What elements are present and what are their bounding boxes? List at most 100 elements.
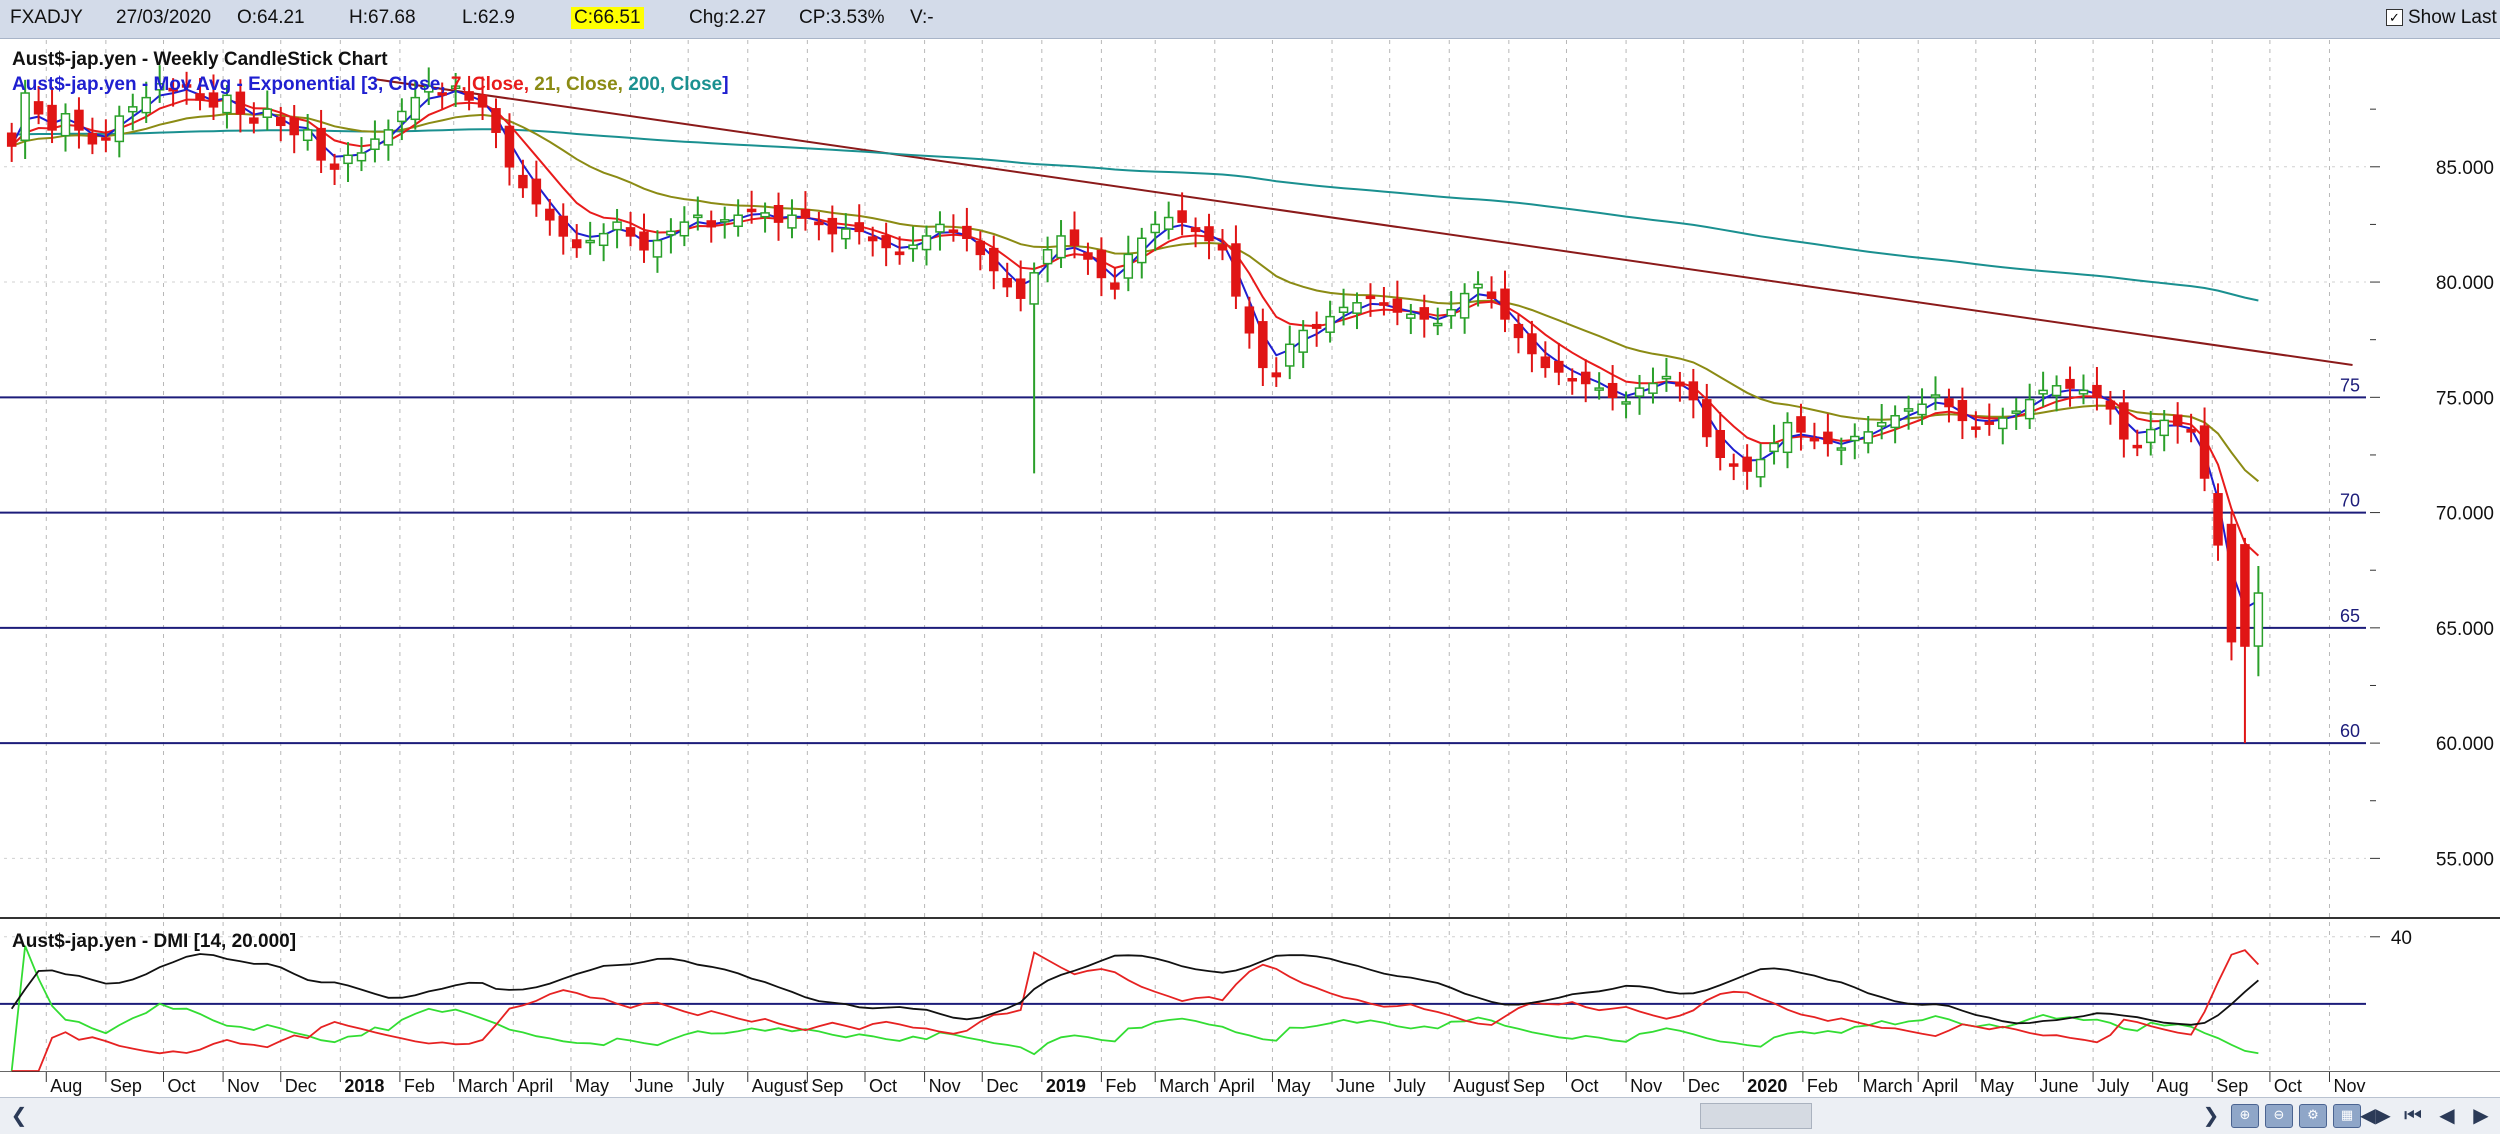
- trendline: [374, 78, 2353, 367]
- close-value: C:66.51: [571, 7, 644, 29]
- candle-body: [989, 247, 999, 272]
- x-tick-label: Nov: [929, 1076, 961, 1096]
- play-forward-icon[interactable]: ▶: [2473, 1103, 2489, 1127]
- scroll-left-icon[interactable]: ❮: [10, 1103, 28, 1127]
- show-last-checkbox[interactable]: ✓: [2386, 9, 2403, 26]
- chart-scrollbar[interactable]: ❮ ❯ ⊕ ⊖ ⚙ ▦ ◀▶ ⏮ ◀ ▶: [0, 1097, 2500, 1134]
- x-tick-label: August: [1453, 1076, 1509, 1096]
- candle-body: [2065, 378, 2075, 389]
- show-last-label[interactable]: Show Last: [2408, 7, 2497, 28]
- candle-body: [2092, 384, 2102, 399]
- plus-di-line: [10, 945, 2259, 1072]
- candle-body: [1648, 382, 1658, 394]
- x-tick-label: Nov: [2333, 1076, 2365, 1096]
- symbol-label: FXADJY: [10, 7, 83, 28]
- candle-body: [679, 221, 690, 237]
- x-tick-label: March: [1863, 1076, 1913, 1096]
- candle-body: [1002, 277, 1012, 288]
- candle-body: [181, 84, 192, 88]
- candle-body: [464, 91, 474, 101]
- x-tick-label: June: [1336, 1076, 1375, 1096]
- candle-body: [249, 117, 259, 124]
- candle-body: [1850, 435, 1860, 442]
- axes-layer: 55.000 60.000 65.000 70.000 75.000 80.000 85.0…: [0, 108, 2500, 1096]
- candle-body: [208, 92, 219, 108]
- candle-body: [141, 96, 151, 114]
- candle-body: [693, 214, 703, 219]
- candle-body: [2078, 389, 2089, 395]
- chart-subtitle: Aust$-jap.yen - Mov Avg - Exponential [3…: [12, 74, 729, 95]
- candle-body: [2038, 389, 2048, 395]
- zoom-out-icon[interactable]: ⊖: [2265, 1104, 2293, 1128]
- zoom-in-icon[interactable]: ⊕: [2231, 1104, 2259, 1128]
- candle-body: [491, 108, 501, 133]
- candle-body: [2145, 428, 2156, 444]
- candle-body: [1056, 235, 1066, 259]
- scroll-start-icon[interactable]: ◀▶: [2360, 1103, 2391, 1127]
- y-tick-label: 85.000: [2436, 158, 2494, 179]
- candle-body: [2024, 398, 2035, 420]
- candle-body: [598, 232, 609, 247]
- horizontal-level-lines: 75 70 65 60: [0, 375, 2366, 745]
- candle-body: [1809, 437, 1820, 442]
- candle-body: [1971, 426, 1981, 430]
- candle-body: [1473, 283, 1483, 289]
- step-back-icon[interactable]: ⏮: [2404, 1103, 2422, 1127]
- chart-type-icon[interactable]: ▦: [2333, 1104, 2361, 1128]
- candle-body: [2253, 592, 2264, 647]
- candle-body: [558, 215, 569, 237]
- level-label-60: 60: [2340, 721, 2360, 741]
- candle-body: [1580, 371, 1591, 385]
- candle-body: [1836, 447, 1847, 451]
- candle-body: [1365, 295, 1376, 300]
- candle-body: [639, 231, 649, 251]
- scrollbar-thumb[interactable]: [1700, 1103, 1812, 1129]
- candle-body: [1594, 387, 1604, 391]
- candle-body: [1930, 394, 1941, 398]
- x-tick-label: Feb: [1807, 1076, 1838, 1096]
- candle-body: [585, 239, 595, 244]
- x-tick-label: Dec: [986, 1076, 1018, 1096]
- open-value: O:64.21: [237, 7, 305, 28]
- candle-body: [1769, 442, 1779, 453]
- candle-body: [2132, 444, 2143, 449]
- candle-body: [854, 222, 864, 233]
- candle-body: [531, 178, 542, 205]
- candle-body: [1459, 292, 1470, 319]
- candle-body: [101, 137, 111, 141]
- candle-body: [2226, 523, 2237, 643]
- volume-value: V:-: [910, 7, 934, 28]
- candle-body: [195, 93, 205, 101]
- dmi-title: Aust$-jap.yen - DMI [14, 20.000]: [12, 931, 296, 952]
- x-tick-label: March: [1159, 1076, 1209, 1096]
- candle-body: [2105, 400, 2116, 410]
- candle-body: [1392, 298, 1403, 313]
- x-tick-label: Sep: [110, 1076, 142, 1096]
- candle-body: [1863, 431, 1873, 444]
- x-tick-label: Aug: [2157, 1076, 2189, 1096]
- candle-body: [1271, 372, 1282, 378]
- candle-body: [6, 132, 17, 147]
- candle-body: [235, 91, 246, 115]
- candle-body: [908, 244, 918, 250]
- x-tick-label: Nov: [227, 1076, 259, 1096]
- candle-body: [1217, 244, 1228, 251]
- candle-body: [370, 138, 380, 151]
- play-back-icon[interactable]: ◀: [2439, 1103, 2455, 1127]
- scroll-right-icon[interactable]: ❯: [2202, 1103, 2220, 1127]
- x-tick-label: August: [752, 1076, 808, 1096]
- quote-header: FXADJY 27/03/2020 O:64.21 H:67.68 L:62.9…: [0, 0, 2500, 39]
- candle-body: [383, 129, 394, 146]
- candle-body: [625, 227, 636, 237]
- level-label-75: 75: [2340, 375, 2360, 395]
- subtitle-part: 7, Close,: [451, 74, 534, 95]
- candle-body: [477, 94, 488, 108]
- candle-body: [1042, 249, 1053, 265]
- candle-body: [962, 225, 972, 240]
- x-tick-label: Dec: [1688, 1076, 1720, 1096]
- candle-body: [20, 92, 30, 142]
- chart-settings-icon[interactable]: ⚙: [2299, 1104, 2327, 1128]
- chart-area[interactable]: 75 70 65 60 55.000 60.000 65.000 70.000 75.000 8…: [0, 38, 2500, 1097]
- x-tick-label: May: [575, 1076, 609, 1096]
- candle-body: [1796, 416, 1806, 433]
